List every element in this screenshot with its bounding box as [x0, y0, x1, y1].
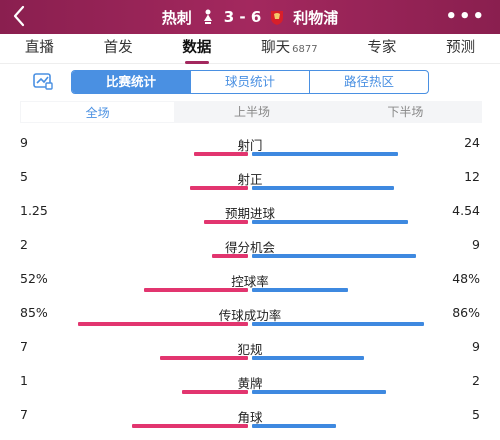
match-header: 热刺 3 - 6 利物浦 •••	[0, 0, 500, 34]
away-stat-value: 5	[472, 407, 480, 422]
away-stat-value: 9	[472, 339, 480, 354]
home-stat-value: 52%	[20, 271, 48, 286]
home-stat-value: 5	[20, 169, 28, 184]
home-stat-bar	[160, 356, 248, 360]
stats-list: 9 射门 24 5 射正 12 1.25 预期进球 4.54 2 得分机会 9 52% 控球率 48% 85%…	[0, 128, 500, 434]
away-team-crest-icon	[269, 8, 285, 26]
home-stat-value: 7	[20, 407, 28, 422]
stat-name: 控球率	[231, 274, 269, 289]
stat-name: 黄牌	[237, 376, 263, 391]
home-stat-value: 2	[20, 237, 28, 252]
stat-row: 9 射门 24	[0, 128, 500, 162]
away-stat-value: 4.54	[452, 203, 480, 218]
home-stat-value: 7	[20, 339, 28, 354]
away-team-name: 利物浦	[293, 8, 339, 27]
tab-chat[interactable]: 聊天 6877	[261, 34, 317, 64]
home-stat-bar	[190, 186, 248, 190]
tab-label: 首发	[103, 39, 133, 56]
stat-name: 传球成功率	[218, 308, 282, 323]
home-stat-bar	[78, 322, 248, 326]
away-stat-bar	[252, 254, 416, 258]
tab-lineup[interactable]: 首发	[104, 34, 133, 64]
tab-label: 专家	[367, 39, 397, 56]
segment-match-stats[interactable]: 比赛统计	[72, 71, 190, 93]
more-dots-icon[interactable]: •••	[445, 6, 486, 27]
home-stat-bar	[194, 152, 248, 156]
tab-label: 预测	[446, 39, 476, 56]
away-stat-value: 48%	[452, 271, 480, 286]
match-summary: 热刺 3 - 6 利物浦	[0, 0, 500, 34]
home-stat-value: 9	[20, 135, 28, 150]
tab-label: 聊天	[261, 39, 291, 56]
away-stat-value: 9	[472, 237, 480, 252]
away-stat-bar	[252, 390, 386, 394]
away-stat-value: 2	[472, 373, 480, 388]
away-stat-bar	[252, 186, 394, 190]
home-stat-value: 85%	[20, 305, 48, 320]
segment-heatmap[interactable]: 路径热区	[309, 71, 428, 93]
away-stat-value: 12	[464, 169, 480, 184]
home-stat-bar	[182, 390, 248, 394]
tab-label: 数据	[182, 39, 212, 56]
stat-row: 1 黄牌 2	[0, 366, 500, 400]
period-selector: 全场 上半场 下半场	[20, 101, 482, 123]
stat-row: 7 角球 5	[0, 400, 500, 434]
back-arrow-icon[interactable]	[12, 5, 38, 29]
away-stat-bar	[252, 424, 336, 428]
tab-label: 直播	[24, 39, 54, 56]
home-stat-bar	[132, 424, 248, 428]
stat-row: 1.25 预期进球 4.54	[0, 196, 500, 230]
home-stat-bar	[144, 288, 248, 292]
stat-name: 角球	[237, 410, 263, 425]
tab-experts[interactable]: 专家	[367, 34, 396, 64]
home-stat-value: 1	[20, 373, 28, 388]
chat-count-badge: 6877	[292, 43, 318, 55]
tab-predictions[interactable]: 预测	[446, 34, 475, 64]
home-team-crest-icon	[200, 8, 216, 26]
match-tabs: 直播 首发 数据 聊天 6877 专家 预测	[0, 34, 500, 64]
stat-name: 犯规	[237, 342, 263, 357]
match-score: 3 - 6	[223, 8, 262, 26]
segment-player-stats[interactable]: 球员统计	[190, 71, 309, 93]
home-team-name: 热刺	[161, 8, 192, 27]
tab-live[interactable]: 直播	[25, 34, 54, 64]
home-stat-value: 1.25	[20, 203, 48, 218]
period-full-match[interactable]: 全场	[20, 101, 176, 123]
home-stat-bar	[204, 220, 248, 224]
stat-name: 射正	[237, 172, 263, 187]
away-stat-value: 86%	[452, 305, 480, 320]
away-stat-value: 24	[464, 135, 480, 150]
away-stat-bar	[252, 152, 398, 156]
period-second-half[interactable]: 下半场	[387, 105, 424, 119]
away-stat-bar	[252, 356, 364, 360]
period-first-half[interactable]: 上半场	[233, 105, 270, 119]
away-stat-bar	[252, 322, 424, 326]
stats-segmented-control: 比赛统计 球员统计 路径热区	[71, 70, 429, 94]
chart-icon[interactable]	[32, 71, 54, 91]
stat-row: 85% 传球成功率 86%	[0, 298, 500, 332]
stat-name: 射门	[237, 138, 263, 153]
stat-name: 得分机会	[224, 240, 275, 255]
stat-row: 7 犯规 9	[0, 332, 500, 366]
home-stat-bar	[212, 254, 248, 258]
stat-row: 52% 控球率 48%	[0, 264, 500, 298]
stat-row: 5 射正 12	[0, 162, 500, 196]
away-stat-bar	[252, 220, 408, 224]
stat-row: 2 得分机会 9	[0, 230, 500, 264]
stat-name: 预期进球	[224, 206, 275, 221]
stats-subnav: 比赛统计 球员统计 路径热区	[0, 68, 500, 96]
away-stat-bar	[252, 288, 348, 292]
tab-stats[interactable]: 数据	[182, 34, 211, 64]
